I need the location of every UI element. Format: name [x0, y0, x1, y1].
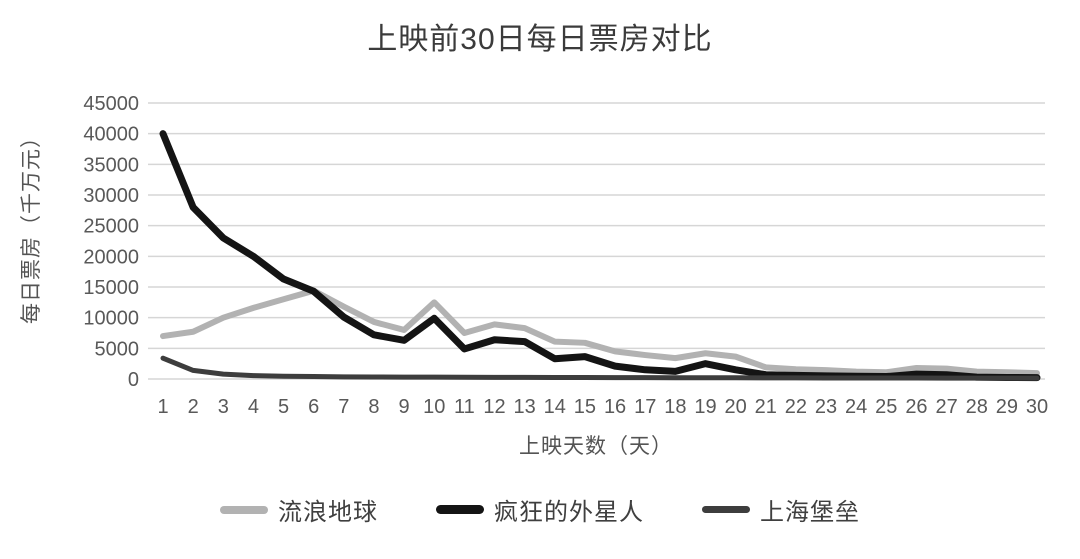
y-tick-label: 0	[128, 369, 139, 391]
x-tick-label: 27	[935, 396, 957, 418]
series-line-2	[160, 355, 1040, 381]
y-axis-title: 每日票房（千万元）	[20, 126, 43, 324]
x-tick-label: 11	[454, 396, 475, 418]
x-tick-label: 28	[966, 396, 988, 418]
legend-swatch-1	[436, 505, 484, 514]
x-tick-label: 6	[308, 396, 319, 418]
x-tick-label: 13	[514, 396, 536, 418]
legend-label-2: 上海堡垒	[760, 499, 860, 526]
y-tick-label: 25000	[83, 216, 139, 238]
y-tick-label: 30000	[83, 185, 139, 207]
legend-item-1: 疯狂的外星人	[436, 492, 644, 527]
x-tick-label: 16	[604, 396, 626, 418]
x-tick-label: 14	[544, 396, 566, 418]
y-tick-label: 40000	[83, 124, 139, 146]
x-tick-label: 10	[423, 396, 445, 418]
x-tick-label: 12	[483, 396, 505, 418]
legend-label-1: 疯狂的外星人	[494, 499, 644, 526]
x-tick-label: 1	[157, 396, 168, 418]
x-tick-label: 2	[188, 396, 199, 418]
legend-swatch-2	[702, 506, 750, 513]
legend-label-0: 流浪地球	[278, 499, 378, 526]
x-tick-label: 19	[694, 396, 716, 418]
y-tick-label: 35000	[83, 154, 139, 176]
x-tick-label: 15	[574, 396, 596, 418]
y-tick-label: 15000	[83, 277, 139, 299]
x-tick-label: 30	[1026, 396, 1048, 418]
y-tick-label: 45000	[83, 93, 139, 115]
legend-item-0: 流浪地球	[220, 492, 378, 527]
chart-title: 上映前30日每日票房对比	[367, 23, 713, 56]
x-tick-label: 29	[996, 396, 1018, 418]
x-tick-label: 5	[278, 396, 289, 418]
x-tick-label: 24	[845, 396, 867, 418]
x-tick-label: 3	[218, 396, 229, 418]
x-tick-label: 26	[905, 396, 927, 418]
y-tick-label: 5000	[95, 338, 140, 360]
x-tick-label: 4	[248, 396, 259, 418]
y-tick-label: 20000	[83, 246, 139, 268]
x-tick-label: 7	[338, 396, 349, 418]
x-tick-label: 20	[724, 396, 746, 418]
y-tick-label: 10000	[83, 308, 139, 330]
x-tick-label: 25	[875, 396, 897, 418]
x-tick-label: 22	[785, 396, 807, 418]
x-tick-label: 18	[664, 396, 686, 418]
legend-item-2: 上海堡垒	[702, 492, 860, 527]
x-tick-label: 9	[399, 396, 410, 418]
x-tick-label: 21	[755, 396, 777, 418]
x-tick-label: 23	[815, 396, 837, 418]
legend-swatch-0	[220, 505, 268, 514]
x-tick-label: 8	[368, 396, 379, 418]
x-tick-label: 17	[634, 396, 656, 418]
x-axis-title: 上映天数（天）	[519, 435, 673, 458]
legend: 流浪地球 疯狂的外星人 上海堡垒	[0, 492, 1080, 527]
